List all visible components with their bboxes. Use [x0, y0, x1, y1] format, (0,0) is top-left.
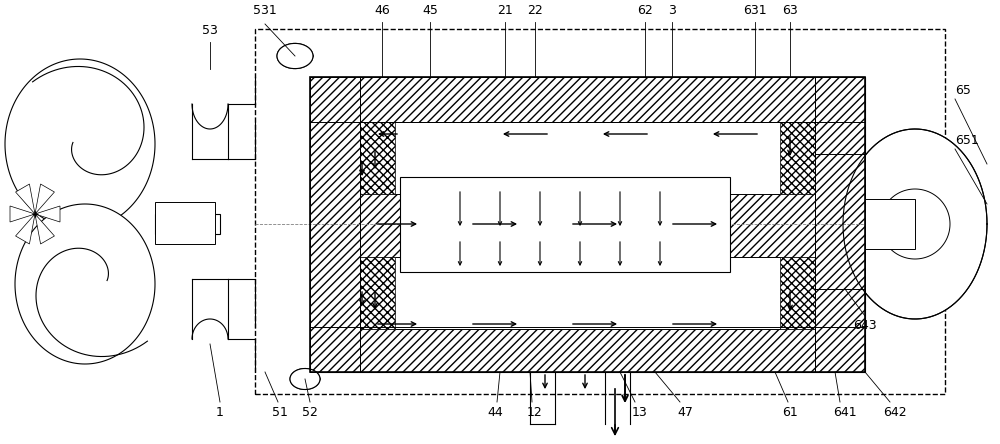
FancyBboxPatch shape — [360, 122, 815, 194]
Text: 65: 65 — [955, 84, 971, 97]
FancyBboxPatch shape — [360, 257, 815, 329]
Polygon shape — [15, 204, 155, 364]
Text: 52: 52 — [302, 406, 318, 419]
Text: 45: 45 — [422, 4, 438, 17]
Text: 1: 1 — [216, 406, 224, 419]
Polygon shape — [16, 214, 35, 244]
Text: 62: 62 — [637, 4, 653, 17]
Polygon shape — [35, 206, 60, 222]
Polygon shape — [35, 214, 54, 244]
Text: 63: 63 — [782, 4, 798, 17]
Text: 13: 13 — [632, 406, 648, 419]
Polygon shape — [35, 184, 54, 214]
Polygon shape — [880, 189, 950, 259]
Text: 531: 531 — [253, 4, 277, 17]
Polygon shape — [290, 369, 320, 389]
Polygon shape — [277, 44, 313, 68]
Text: 3: 3 — [668, 4, 676, 17]
Text: 12: 12 — [527, 406, 543, 419]
Bar — [310, 327, 865, 372]
Polygon shape — [10, 206, 35, 222]
Text: 61: 61 — [782, 406, 798, 419]
Polygon shape — [843, 129, 987, 319]
Text: 642: 642 — [883, 406, 907, 419]
Polygon shape — [5, 59, 155, 229]
Bar — [310, 77, 865, 122]
Bar — [255, 29, 945, 394]
FancyBboxPatch shape — [865, 199, 915, 249]
Text: 44: 44 — [487, 406, 503, 419]
Bar — [780, 257, 815, 329]
Text: 53: 53 — [202, 24, 218, 37]
Text: 21: 21 — [497, 4, 513, 17]
Bar — [360, 122, 395, 194]
FancyBboxPatch shape — [155, 214, 220, 234]
Bar — [780, 122, 815, 194]
Bar — [360, 257, 395, 329]
Text: 631: 631 — [743, 4, 767, 17]
Bar — [815, 77, 865, 372]
Text: 46: 46 — [374, 4, 390, 17]
Text: 641: 641 — [833, 406, 857, 419]
Text: 51: 51 — [272, 406, 288, 419]
Text: 651: 651 — [955, 134, 979, 147]
Bar — [310, 77, 360, 372]
Text: 643: 643 — [853, 319, 877, 332]
Bar — [310, 77, 865, 372]
Polygon shape — [16, 184, 35, 214]
Bar — [815, 154, 865, 289]
FancyBboxPatch shape — [155, 202, 215, 244]
FancyBboxPatch shape — [400, 177, 730, 272]
Text: 47: 47 — [677, 406, 693, 419]
Text: 22: 22 — [527, 4, 543, 17]
